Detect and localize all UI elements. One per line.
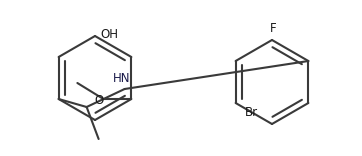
- Text: OH: OH: [100, 27, 118, 41]
- Text: Br: Br: [245, 107, 258, 119]
- Text: HN: HN: [113, 73, 130, 85]
- Text: F: F: [270, 22, 276, 34]
- Text: O: O: [95, 93, 104, 107]
